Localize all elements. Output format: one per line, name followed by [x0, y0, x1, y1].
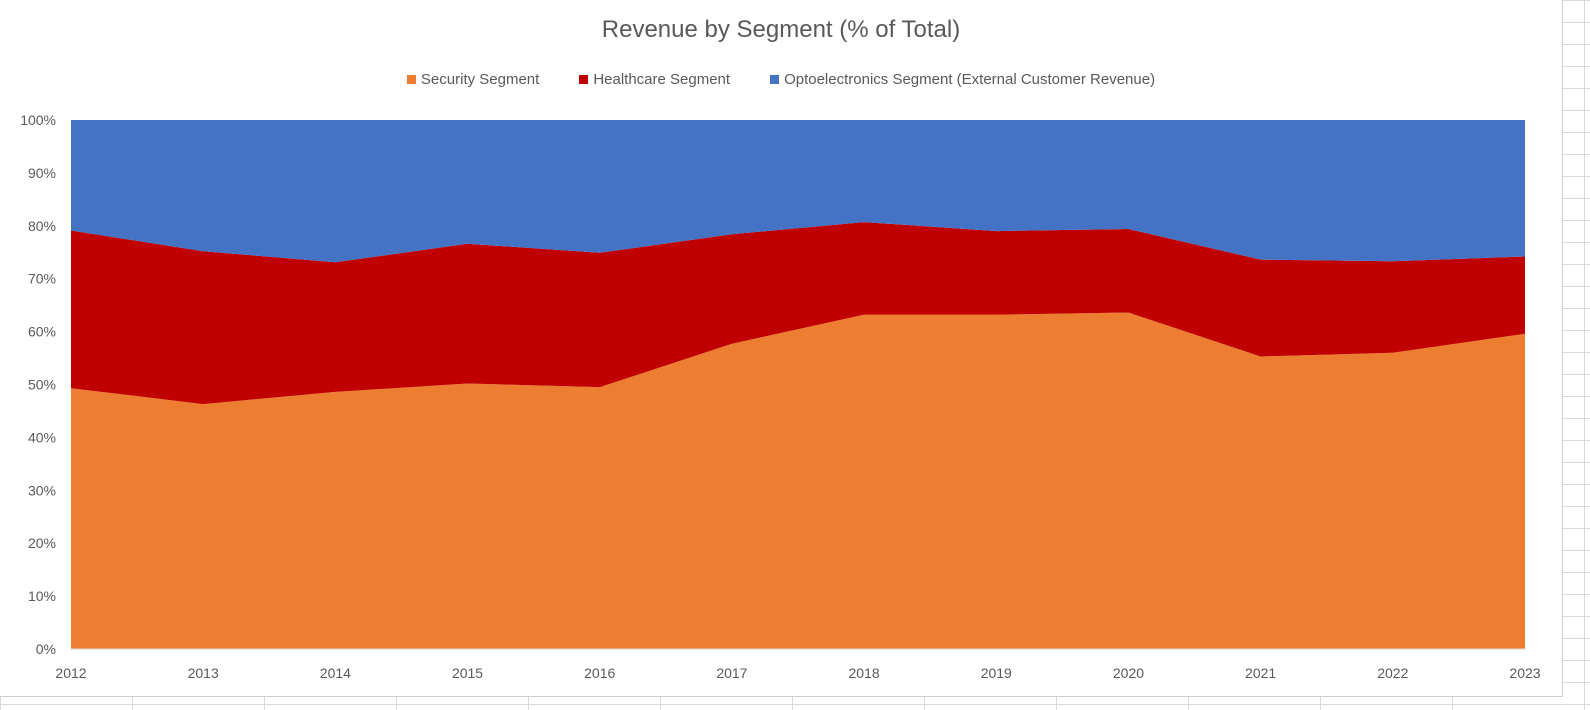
y-tick-label: 70% [28, 271, 56, 287]
legend-item-security: Security Segment [406, 71, 540, 88]
x-tick-label: 2016 [584, 665, 615, 681]
legend-label-security: Security Segment [420, 71, 540, 88]
x-tick-label: 2012 [55, 665, 86, 681]
area-series-1[interactable] [71, 222, 1525, 405]
x-tick-label: 2019 [981, 665, 1012, 681]
chart-legend: Security Segment Healthcare Segment Opto… [0, 71, 1562, 88]
legend-swatch-healthcare [579, 75, 589, 84]
area-series-0[interactable] [71, 312, 1525, 649]
y-tick-label: 40% [28, 429, 56, 445]
legend-label-healthcare: Healthcare Segment [593, 71, 731, 88]
y-tick-label: 100% [20, 112, 56, 128]
x-tick-label: 2018 [849, 665, 880, 681]
x-tick-label: 2015 [452, 665, 483, 681]
legend-item-healthcare: Healthcare Segment [579, 71, 730, 88]
x-tick-label: 2013 [188, 665, 219, 681]
plot-area: 0% 10% 20% 30% 40% 50% 60% 70% 80% 90% 100% 2012 201… [20, 112, 1541, 681]
chart-title: Revenue by Segment (% of Total) [601, 16, 961, 43]
y-tick-label: 80% [28, 218, 56, 234]
x-tick-label: 2021 [1245, 665, 1276, 681]
chart-frame[interactable]: Revenue by Segment (% of Total) Security… [0, 0, 1563, 697]
x-tick-label: 2014 [320, 665, 351, 681]
y-tick-label: 60% [28, 324, 56, 340]
y-tick-label: 0% [36, 641, 56, 657]
legend-swatch-security [406, 75, 416, 84]
legend-label-optoelectronics: Optoelectronics Segment (External Custom… [784, 71, 1156, 88]
y-tick-label: 30% [28, 482, 56, 498]
legend-item-optoelectronics: Optoelectronics Segment (External Custom… [770, 71, 1155, 88]
y-tick-label: 50% [28, 377, 56, 393]
y-tick-label: 10% [28, 588, 56, 604]
x-tick-label: 2022 [1377, 665, 1408, 681]
y-tick-label: 20% [28, 535, 56, 551]
x-tick-label: 2023 [1509, 665, 1540, 681]
x-tick-label: 2020 [1113, 665, 1144, 681]
x-tick-label: 2017 [716, 665, 747, 681]
area-series-2[interactable] [71, 120, 1525, 263]
legend-swatch-optoelectronics [770, 75, 780, 84]
y-tick-label: 90% [28, 165, 56, 181]
